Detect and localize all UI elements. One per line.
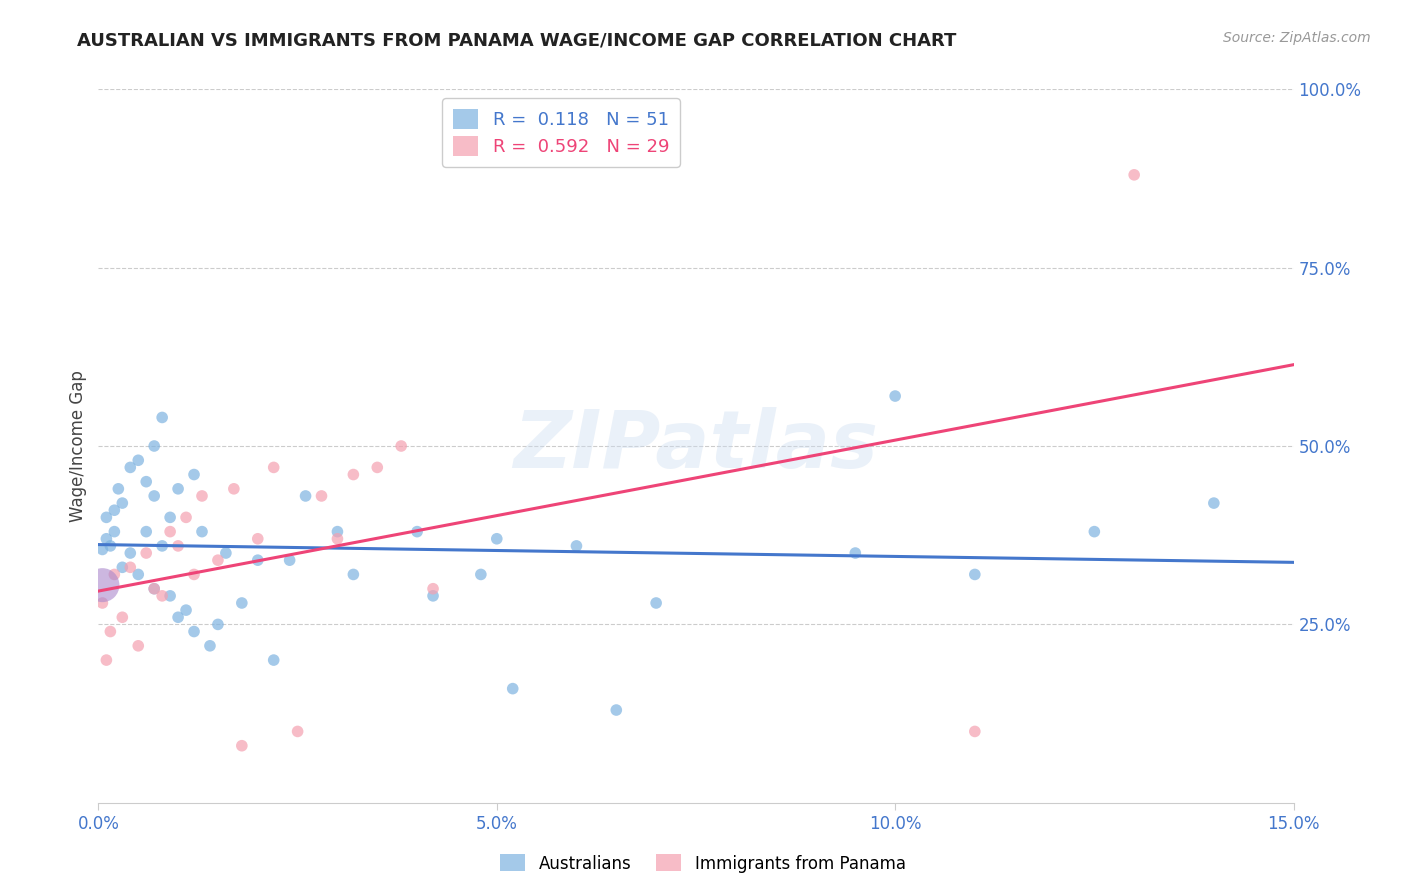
Point <box>120 546 142 560</box>
Point <box>287 724 309 739</box>
Point <box>159 510 181 524</box>
Point <box>103 567 125 582</box>
Point <box>389 439 412 453</box>
Point <box>207 617 229 632</box>
Point <box>143 582 166 596</box>
Point <box>143 489 166 503</box>
Point <box>645 596 668 610</box>
Point <box>422 582 444 596</box>
Point <box>1083 524 1105 539</box>
Point <box>246 553 269 567</box>
Point <box>502 681 524 696</box>
Point <box>422 589 444 603</box>
Point <box>485 532 508 546</box>
Point <box>342 567 364 582</box>
Point <box>963 567 986 582</box>
Point <box>135 475 157 489</box>
Point <box>143 582 166 596</box>
Point <box>884 389 907 403</box>
Point <box>326 524 349 539</box>
Point <box>294 489 316 503</box>
Point <box>174 603 197 617</box>
Point <box>231 596 253 610</box>
Point <box>96 653 118 667</box>
Point <box>111 560 134 574</box>
Point <box>96 510 118 524</box>
Point <box>135 524 157 539</box>
Point <box>120 560 142 574</box>
Point <box>150 410 173 425</box>
Point <box>326 532 349 546</box>
Point <box>1123 168 1146 182</box>
Point <box>98 539 122 553</box>
Point <box>103 524 125 539</box>
Point <box>167 539 190 553</box>
Point <box>127 567 149 582</box>
Point <box>191 489 214 503</box>
Point <box>111 496 134 510</box>
Point <box>263 460 285 475</box>
Point <box>844 546 866 560</box>
Point <box>135 546 157 560</box>
Point <box>263 653 285 667</box>
Point <box>207 553 229 567</box>
Point <box>191 524 214 539</box>
Point <box>150 589 173 603</box>
Point <box>183 567 205 582</box>
Point <box>246 532 269 546</box>
Point <box>103 503 125 517</box>
Point <box>159 524 181 539</box>
Point <box>605 703 627 717</box>
Point <box>167 482 190 496</box>
Point <box>107 482 129 496</box>
Point <box>127 453 149 467</box>
Point <box>150 539 173 553</box>
Point <box>143 439 166 453</box>
Point <box>222 482 245 496</box>
Legend: R =  0.118   N = 51, R =  0.592   N = 29: R = 0.118 N = 51, R = 0.592 N = 29 <box>441 98 681 167</box>
Point <box>98 624 122 639</box>
Point <box>120 460 142 475</box>
Point <box>96 532 118 546</box>
Point <box>174 510 197 524</box>
Text: Source: ZipAtlas.com: Source: ZipAtlas.com <box>1223 31 1371 45</box>
Point <box>167 610 190 624</box>
Legend: Australians, Immigrants from Panama: Australians, Immigrants from Panama <box>494 847 912 880</box>
Point <box>183 467 205 482</box>
Point <box>91 578 114 592</box>
Point <box>127 639 149 653</box>
Point <box>91 542 114 557</box>
Point <box>366 460 388 475</box>
Point <box>111 610 134 624</box>
Point <box>278 553 301 567</box>
Point <box>91 596 114 610</box>
Point <box>198 639 221 653</box>
Point <box>231 739 253 753</box>
Y-axis label: Wage/Income Gap: Wage/Income Gap <box>69 370 87 522</box>
Point <box>183 624 205 639</box>
Point <box>342 467 364 482</box>
Point <box>565 539 588 553</box>
Point <box>159 589 181 603</box>
Point <box>1202 496 1225 510</box>
Point <box>470 567 492 582</box>
Point <box>406 524 429 539</box>
Text: AUSTRALIAN VS IMMIGRANTS FROM PANAMA WAGE/INCOME GAP CORRELATION CHART: AUSTRALIAN VS IMMIGRANTS FROM PANAMA WAG… <box>77 31 956 49</box>
Text: ZIPatlas: ZIPatlas <box>513 407 879 485</box>
Point <box>311 489 333 503</box>
Point <box>215 546 238 560</box>
Point <box>963 724 986 739</box>
